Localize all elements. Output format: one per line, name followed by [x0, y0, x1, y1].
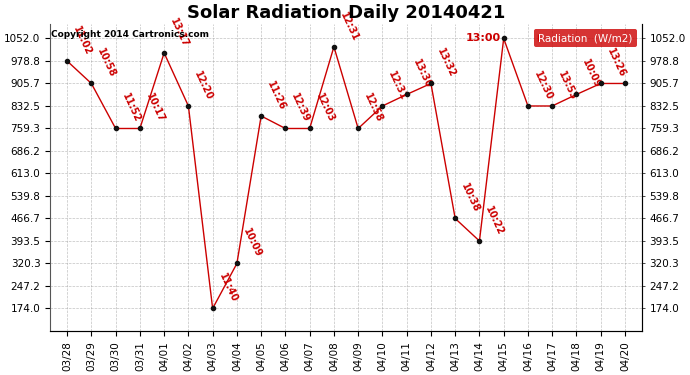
Text: 11:02: 11:02 [71, 24, 93, 57]
Text: 12:03: 12:03 [314, 92, 336, 124]
Text: 13:32: 13:32 [435, 47, 457, 79]
Text: 13:17: 13:17 [168, 16, 190, 49]
Text: 13:00: 13:00 [466, 33, 501, 43]
Text: 11:52: 11:52 [120, 92, 142, 124]
Text: 12:31: 12:31 [338, 10, 360, 43]
Text: 11:40: 11:40 [217, 272, 239, 304]
Legend: Radiation  (W/m2): Radiation (W/m2) [534, 29, 637, 47]
Text: 10:22: 10:22 [484, 204, 506, 237]
Text: 12:20: 12:20 [193, 69, 215, 102]
Text: 12:58: 12:58 [362, 92, 384, 124]
Text: 13:26: 13:26 [605, 47, 627, 79]
Text: 10:17: 10:17 [144, 92, 166, 124]
Text: 11:26: 11:26 [266, 80, 288, 112]
Text: Copyright 2014 Cartronics.com: Copyright 2014 Cartronics.com [51, 30, 209, 39]
Text: 13:30: 13:30 [411, 58, 433, 90]
Text: 10:38: 10:38 [460, 182, 482, 214]
Text: 12:30: 12:30 [532, 69, 554, 102]
Text: 10:09: 10:09 [241, 227, 263, 260]
Text: 12:31: 12:31 [386, 69, 408, 102]
Text: 12:39: 12:39 [290, 92, 312, 124]
Text: 13:53: 13:53 [556, 69, 578, 102]
Title: Solar Radiation Daily 20140421: Solar Radiation Daily 20140421 [187, 4, 505, 22]
Text: 10:09: 10:09 [580, 58, 603, 90]
Text: 10:58: 10:58 [95, 47, 118, 79]
